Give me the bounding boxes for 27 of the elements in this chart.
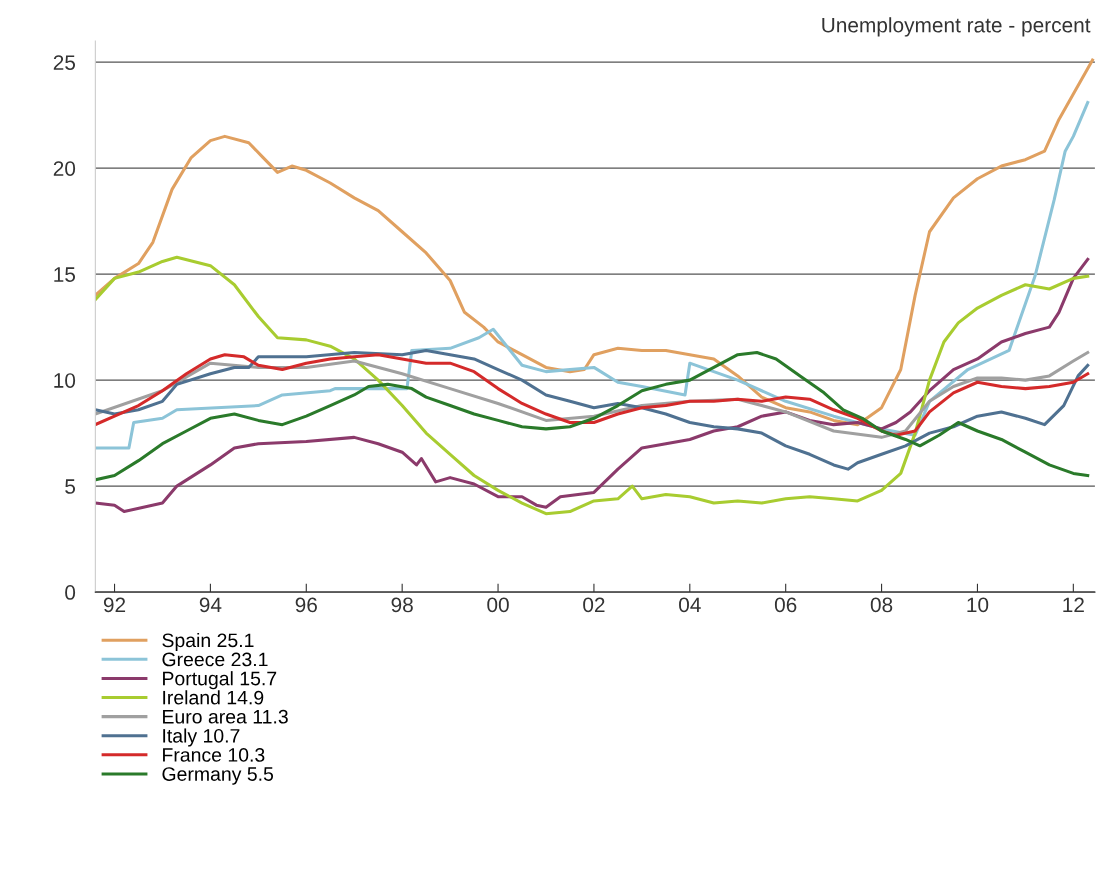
y-tick-label: 20: [53, 161, 76, 176]
x-tick-label: 00: [487, 597, 509, 613]
legend-label: Italy 10.7: [163, 728, 240, 747]
y-tick-label: 10: [54, 373, 76, 388]
x-tick-label: 10: [967, 597, 989, 613]
x-tick-label: 02: [583, 597, 605, 613]
legend-label: Greece 23.1: [162, 652, 268, 667]
y-tick-label: 25: [53, 55, 76, 70]
x-tick-label: 06: [774, 597, 797, 613]
x-tick-label: 98: [391, 597, 413, 613]
x-tick-label: 94: [199, 597, 222, 613]
y-tick-label: 15: [54, 267, 76, 282]
legend-label: Ireland 14.9: [163, 690, 264, 705]
legend-label: Spain 25.1: [162, 632, 254, 652]
x-tick-label: 04: [679, 597, 701, 613]
x-tick-label: 92: [103, 597, 126, 613]
y-tick-label: 5: [65, 479, 76, 494]
x-tick-label: 08: [870, 597, 893, 613]
legend-label: Euro area 11.3: [163, 709, 288, 724]
x-tick-label: 96: [295, 597, 317, 613]
line-series: [95, 58, 1095, 427]
legend-label: France 10.3: [163, 748, 265, 762]
x-tick-label: 12: [1063, 597, 1084, 613]
legend-label: Portugal 15.7: [163, 671, 277, 690]
legend-label: Germany 5.5: [162, 767, 274, 785]
y-tick-label: 0: [65, 585, 76, 600]
chart-title: Unemployment rate - percent: [822, 17, 1091, 37]
